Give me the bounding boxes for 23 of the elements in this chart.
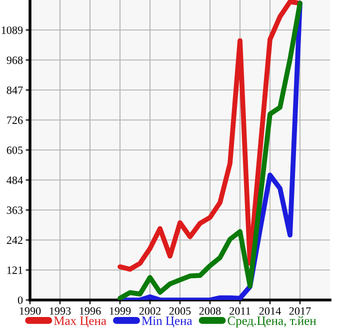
x-tick-label: 2005 [169,307,191,315]
x-tick-label: 1993 [50,307,71,315]
y-tick-label: 363 [6,206,23,214]
x-tick-label: 2017 [289,307,311,315]
y-tick-label: 968 [6,56,23,64]
y-tick-label: 847 [6,86,23,94]
x-tick-label: 1990 [20,307,41,315]
x-tick-label: 2002 [139,307,160,315]
y-tick-label: 242 [6,236,22,244]
x-tick-label: 2008 [199,307,221,315]
x-tick-label: 2014 [259,307,281,315]
x-tick-label: 1996 [80,307,101,315]
x-tick-label: 1999 [110,307,131,315]
y-tick-label: 1089 [2,26,23,34]
y-tick-label: 484 [6,176,23,184]
y-tick-label: 121 [7,266,22,274]
y-tick-label: 726 [7,116,23,124]
legend-label: Max Цена [54,316,106,328]
y-tick-label: 0 [18,296,23,304]
legend-label: Сред.Цена, т.йен [228,316,316,328]
y-tick-label: 605 [6,146,23,154]
legend-label: Min Цена [142,316,192,328]
x-tick-label: 2011 [230,307,250,315]
